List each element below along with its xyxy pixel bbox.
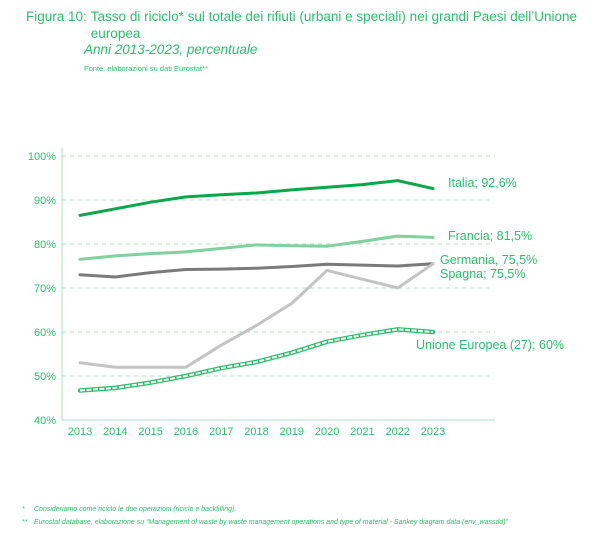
footnote: * Consideriamo come riciclo le due opera… [22,505,582,515]
y-tick-label: 40% [34,415,56,427]
y-tick-label: 100% [28,151,56,163]
x-tick-label: 2015 [138,426,162,438]
series-label-italia: Italia; 92,6% [448,176,517,190]
figure-title-block: Figura 10: Tasso di riciclo* sul totale … [26,8,596,42]
series-line-italia [78,179,435,217]
x-tick-label: 2013 [68,426,92,438]
chart-title: Tasso di riciclo* sul totale dei rifiuti… [90,9,578,41]
footnote-text: Eurostat database, elaborazione su “Mana… [34,519,508,526]
y-tick-label: 90% [34,195,56,207]
x-tick-label: 2018 [244,426,268,438]
chart-source: Fonte: elaborazioni su dati Eurostat** [84,64,208,73]
series-label-spagna: Spagna; 75,5% [440,267,526,281]
y-tick-label: 50% [34,371,56,383]
x-tick-label: 2022 [385,426,409,438]
x-tick-label: 2023 [421,426,445,438]
x-tick-label: 2017 [209,426,233,438]
y-tick-label: 80% [34,239,56,251]
x-tick-label: 2021 [350,426,374,438]
footnotes: * Consideriamo come riciclo le due opera… [22,505,582,531]
footnote-mark: ** [22,519,28,526]
figure-number: Figura 10: [26,9,87,24]
series-line-ue [77,327,436,393]
chart-subtitle: Anni 2013-2023, percentuale [84,42,258,57]
x-tick-label: 2019 [280,426,304,438]
series-line-spagna [78,262,435,369]
series-label-germania: Germania, 75,5% [440,253,537,267]
series-line-germania [78,262,435,279]
series-line-ue-hatch [79,328,434,392]
y-tick-label: 70% [34,283,56,295]
series-label-francia: Francia; 81,5% [448,229,532,243]
x-tick-label: 2020 [315,426,339,438]
x-tick-label: 2014 [103,426,127,438]
series-label-ue: Unione Europea (27); 60% [416,338,564,352]
footnote-text: Consideriamo come riciclo le due operazi… [34,506,237,513]
x-tick-label: 2016 [174,426,198,438]
y-tick-label: 60% [34,327,56,339]
series-line-francia [78,234,435,261]
footnote: ** Eurostat database, elaborazione su “M… [22,518,582,528]
footnote-mark: * [22,506,25,513]
